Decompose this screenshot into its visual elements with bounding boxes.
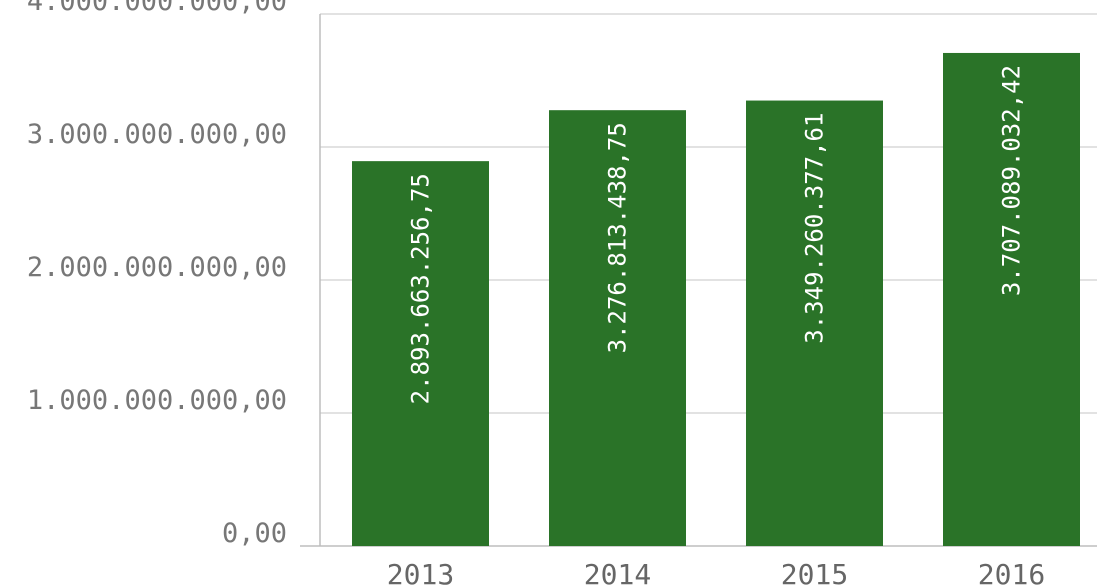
bar-value-label: 3.707.089.032,42 — [998, 65, 1026, 296]
y-tick-label: 2.000.000.000,00 — [27, 252, 287, 283]
bar-value-label: 2.893.663.256,75 — [407, 173, 435, 404]
y-tick-label: 0,00 — [222, 518, 287, 549]
bar-2016[interactable] — [943, 52, 1080, 547]
y-tick-label: 3.000.000.000,00 — [27, 119, 287, 150]
bar-2014[interactable] — [549, 110, 686, 547]
x-tick-label: 2015 — [781, 558, 848, 588]
y-tick-labels: 0,00 1.000.000.000,00 2.000.000.000,00 3.00… — [27, 0, 287, 549]
x-tick-label: 2014 — [584, 558, 651, 588]
bar-value-label: 3.349.260.377,61 — [801, 113, 829, 344]
bar-value-labels: 2.893.663.256,75 3.276.813.438,75 3.349.26… — [407, 65, 1026, 404]
bar-2013[interactable] — [352, 161, 489, 546]
x-tick-labels: 2013 2014 2015 2016 — [387, 558, 1045, 588]
y-tick-label: 1.000.000.000,00 — [27, 385, 287, 416]
bar-value-label: 3.276.813.438,75 — [604, 122, 632, 353]
bar-2015[interactable] — [746, 100, 883, 546]
x-tick-label: 2013 — [387, 558, 454, 588]
y-tick-label: 4.000.000.000,00 — [27, 0, 287, 17]
x-tick-label: 2016 — [978, 558, 1045, 588]
bars — [352, 52, 1080, 547]
